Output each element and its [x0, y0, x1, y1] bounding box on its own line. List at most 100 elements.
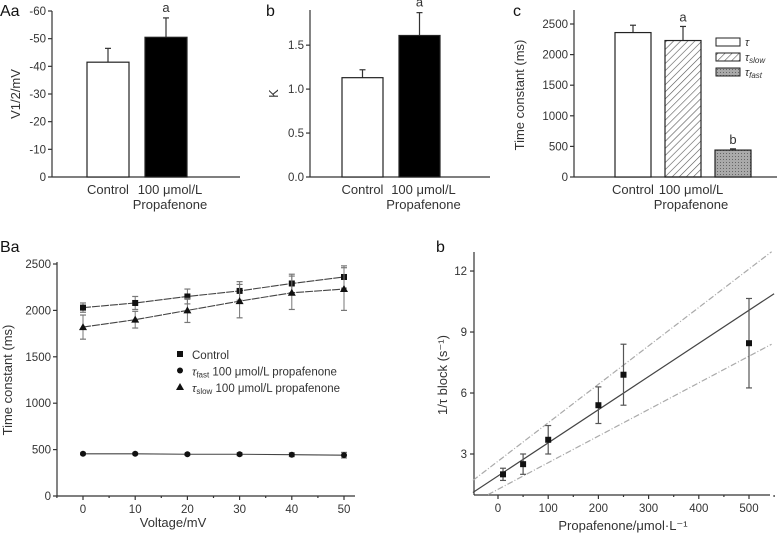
Ab-significance-label: a [416, 0, 424, 10]
Ba-legend-marker [177, 351, 183, 357]
Ac-y-tick-label: 1500 [542, 80, 568, 92]
Bb-y-tick-label: 12 [454, 266, 467, 278]
Ac-legend-label: τslow [745, 52, 766, 65]
Bb-confidence-line-lower [487, 343, 772, 496]
Ba-data-point [132, 299, 139, 306]
Bb-x-tick-label: 500 [739, 503, 758, 515]
Ba-y-tick-label: 500 [32, 445, 51, 457]
Ac-y-tick-label: 2000 [542, 50, 568, 62]
Bb-data-point [746, 340, 752, 347]
Ac-significance-label: a [679, 9, 687, 24]
Ba-x-tick-label: 50 [338, 504, 351, 516]
Aa-y-tick-label: -30 [29, 89, 46, 101]
Bb-x-tick-label: 200 [589, 503, 608, 515]
Aa-y-axis-label: V1/2/mV [8, 69, 23, 119]
Ba-y-axis-label: Time constant (ms) [0, 325, 15, 436]
Bb-data-point [500, 471, 507, 478]
Ba-data-point [235, 297, 244, 305]
Ba-x-tick-label: 0 [80, 504, 86, 516]
Ac-significance-label: b [729, 132, 736, 147]
Ac-y-tick-label: 500 [549, 141, 568, 153]
Ba-data-point [236, 451, 243, 458]
Ba-data-point [287, 288, 296, 296]
panel-label-Ac: c [513, 3, 521, 20]
Ac-y-tick-label: 1000 [542, 111, 568, 123]
Ba-data-point [184, 451, 191, 458]
Ba-data-point [341, 452, 347, 459]
panel-label-Ba: Ba [0, 239, 20, 256]
Ba-legend-marker [176, 383, 184, 390]
Bb-confidence-line-upper [472, 251, 772, 481]
Ba-x-tick-label: 20 [181, 504, 194, 516]
Ba-x-tick-label: 40 [285, 504, 298, 516]
Aa-y-tick-label: -10 [29, 144, 46, 156]
Ba-y-tick-label: 2500 [25, 259, 51, 271]
Ba-x-tick-label: 10 [129, 504, 142, 516]
Bb-data-point [620, 371, 627, 378]
Ab-y-tick-label: 0.0 [288, 172, 304, 184]
Ba-series-line-2 [82, 288, 345, 328]
Bb-y-axis-label: 1/τ block (s⁻¹) [435, 335, 450, 415]
Aa-bar-1 [144, 36, 188, 178]
Ac-category-label: 100 μmol/L [659, 182, 724, 197]
Ba-data-point [183, 306, 192, 314]
Ab-bar-0 [341, 77, 384, 178]
Ac-legend-swatch [715, 37, 741, 47]
Aa-y-tick-label: -50 [29, 34, 46, 46]
Ba-data-point [340, 285, 348, 293]
Ac-category-label: Control [612, 182, 654, 197]
panel-label-Bb: b [436, 239, 445, 256]
Ba-data-point [79, 323, 87, 331]
Ba-data-point [80, 450, 86, 457]
Ac-bar-1 [664, 39, 702, 178]
Bb-data-point [595, 402, 602, 409]
Ba-y-tick-label: 1000 [25, 398, 51, 410]
Bb-x-tick-label: 0 [495, 503, 501, 515]
Ab-y-tick-label: 0.5 [288, 128, 304, 140]
Bb-y-tick-label: 6 [461, 388, 467, 400]
Ba-y-tick-label: 0 [45, 491, 51, 503]
Ac-y-tick-label: 2500 [542, 19, 568, 31]
Ac-category-label: Propafenone [654, 197, 728, 212]
Ba-legend-label: τfast 100 μmol/L propafenone [192, 367, 337, 380]
Ab-category-label: Propafenone [386, 197, 460, 212]
Ab-category-label: Control [342, 182, 384, 197]
Ab-category-label: 100 μmol/L [391, 182, 456, 197]
Ab-y-tick-label: 1.5 [288, 40, 304, 52]
Bb-y-tick-label: 9 [461, 327, 467, 339]
Aa-category-label: Propafenone [133, 197, 207, 212]
Ba-legend-label: Control [192, 350, 229, 362]
Ab-bar-1 [398, 34, 441, 178]
Ac-y-tick-label: 0 [562, 172, 568, 184]
Ba-y-tick-label: 2000 [25, 305, 51, 317]
Bb-data-point [545, 436, 552, 443]
Bb-x-tick-label: 400 [689, 503, 708, 515]
Ba-data-point [288, 451, 295, 458]
Ac-bar-0 [614, 31, 652, 178]
Ba-data-point [132, 450, 139, 457]
Ba-series-line-1 [83, 453, 345, 456]
panel-label-Ab: b [266, 3, 275, 20]
Ac-y-axis-label: Time constant (ms) [512, 40, 527, 151]
Aa-significance-label: a [162, 0, 170, 15]
Bb-x-tick-label: 100 [539, 503, 558, 515]
Ac-legend-swatch [715, 67, 741, 77]
Ab-y-axis-label: K [266, 89, 281, 98]
panel-label-Aa: Aa [0, 3, 20, 20]
Aa-bar-0 [86, 61, 130, 178]
Bb-data-point [520, 461, 527, 468]
Ac-legend-label: τfast [745, 67, 763, 80]
Aa-category-label: 100 μmol/L [138, 182, 203, 197]
Ba-data-point [131, 315, 140, 323]
Ab-y-tick-label: 1.0 [288, 84, 304, 96]
Ba-data-point [184, 293, 191, 300]
Ac-legend-swatch [715, 52, 741, 62]
Ac-bar-2 [714, 149, 752, 178]
Aa-y-tick-label: -60 [29, 6, 46, 18]
Ba-legend-marker [177, 367, 183, 374]
Ba-x-axis-label: Voltage/mV [140, 515, 207, 530]
Ba-data-point [80, 304, 86, 311]
Ba-series-line-0 [82, 276, 345, 309]
Bb-y-tick-label: 3 [461, 449, 467, 461]
